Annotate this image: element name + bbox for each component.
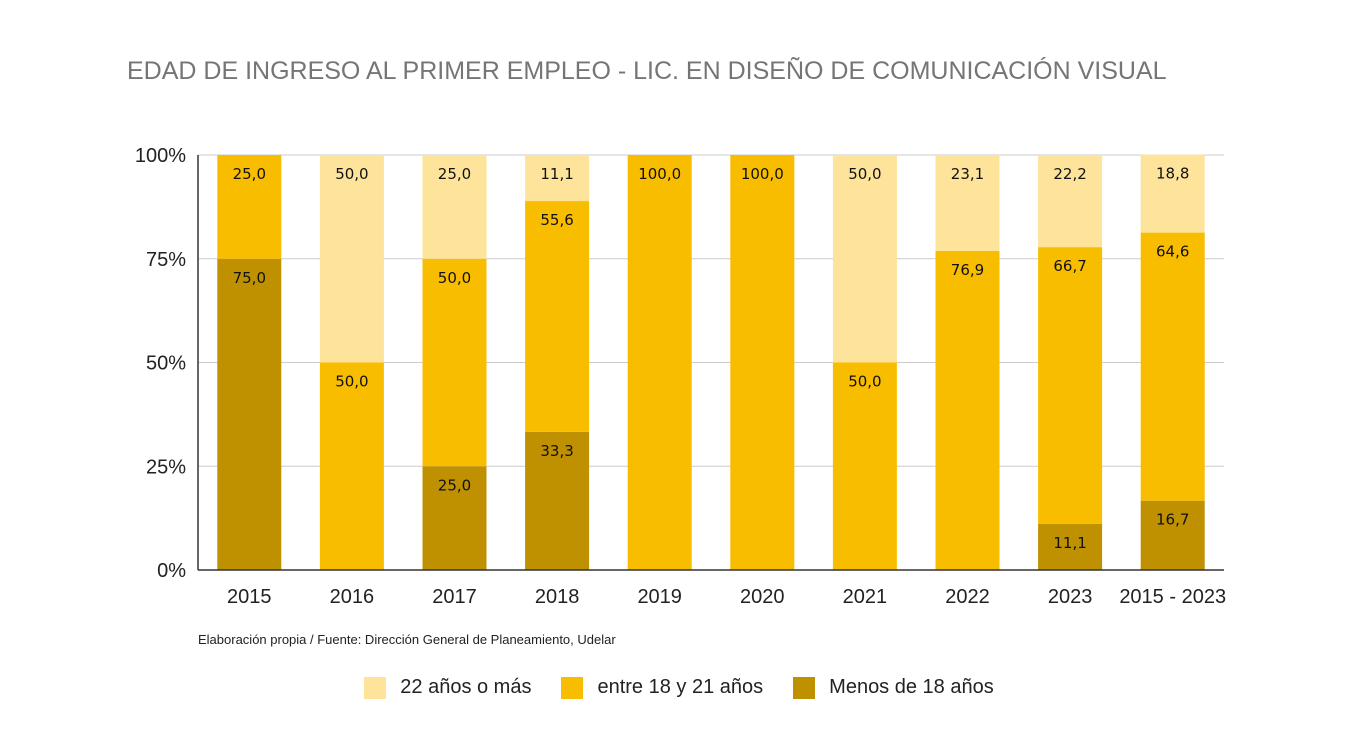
- stacked-bar-chart: 75,0 25,0 50,0 50,0 25,0 50,0 25,0 33,3 55,6 11,1…: [135, 145, 1226, 608]
- data-label: 64,6: [1156, 243, 1189, 261]
- data-label: 11,1: [540, 165, 573, 183]
- x-tick-label: 2018: [535, 586, 580, 608]
- bar-segment: [1038, 523, 1103, 570]
- x-tick-label: 2020: [740, 586, 785, 608]
- data-label: 23,1: [951, 165, 984, 183]
- data-label: 16,7: [1156, 511, 1189, 529]
- chart-title: EDAD DE INGRESO AL PRIMER EMPLEO - LIC. …: [127, 57, 1167, 85]
- x-tick-label: 2021: [843, 586, 888, 608]
- data-label: 100,0: [741, 165, 784, 183]
- bar-segment: [217, 155, 282, 259]
- legend: 22 años o más entre 18 y 21 años Menos de …: [0, 676, 1353, 699]
- bar-segment: [935, 155, 1000, 251]
- data-label: 50,0: [848, 373, 881, 391]
- data-label: 50,0: [848, 165, 881, 183]
- legend-item: Menos de 18 años: [793, 676, 994, 699]
- bar-segment: [217, 258, 282, 570]
- legend-item: entre 18 y 21 años: [561, 676, 763, 699]
- data-label: 50,0: [335, 373, 368, 391]
- legend-label: 22 años o más: [400, 676, 532, 698]
- bar-segment: [319, 155, 384, 363]
- bar-segment: [422, 155, 487, 259]
- data-label: 50,0: [335, 165, 368, 183]
- bar-segment: [627, 155, 692, 570]
- y-tick-label: 25%: [146, 456, 186, 478]
- y-tick-label: 0%: [157, 560, 186, 582]
- bar-segment: [422, 258, 487, 467]
- data-label: 25,0: [438, 165, 471, 183]
- bar-layer: [217, 154, 1205, 571]
- data-label: 11,1: [1053, 534, 1086, 552]
- bar-segment: [832, 155, 897, 363]
- bar-segment: [319, 362, 384, 570]
- x-tick-label: 2019: [637, 586, 682, 608]
- data-label-layer: 75,0 25,0 50,0 50,0 25,0 50,0 25,0 33,3 55,6 11,1…: [233, 165, 1190, 552]
- bar-segment: [525, 155, 590, 202]
- bar-segment: [1140, 232, 1205, 501]
- data-label: 55,6: [540, 211, 573, 229]
- legend-swatch: [793, 676, 816, 699]
- bar-segment: [525, 201, 590, 432]
- x-tick-label: 2023: [1048, 586, 1093, 608]
- data-label: 33,3: [540, 442, 573, 460]
- source-note: Elaboración propia / Fuente: Dirección G…: [198, 632, 616, 647]
- data-label: 75,0: [233, 269, 266, 287]
- bar-segment: [935, 250, 1000, 571]
- data-label: 100,0: [638, 165, 681, 183]
- bar-segment: [1140, 500, 1205, 570]
- data-label: 22,2: [1053, 165, 1086, 183]
- bar-segment: [422, 466, 487, 570]
- legend-item: 22 años o más: [364, 676, 531, 699]
- x-tick-label: 2022: [945, 586, 990, 608]
- y-tick-label: 50%: [146, 353, 186, 375]
- bar-segment: [1038, 155, 1103, 248]
- bar-segment: [832, 362, 897, 570]
- bar-segment: [525, 431, 590, 570]
- x-tick-label: 2015 - 2023: [1119, 586, 1226, 608]
- data-label: 76,9: [951, 261, 984, 279]
- x-tick-label: 2016: [330, 586, 375, 608]
- legend-swatch: [561, 676, 584, 699]
- legend-swatch: [364, 676, 387, 699]
- axis-layer: 0% 25% 50% 75% 100% 2015 2016 2017 2018 2019 2020 2…: [135, 145, 1226, 608]
- data-label: 50,0: [438, 269, 471, 287]
- data-label: 25,0: [233, 165, 266, 183]
- legend-label: entre 18 y 21 años: [597, 676, 764, 698]
- data-label: 66,7: [1053, 257, 1086, 275]
- bar-segment: [1038, 247, 1103, 524]
- y-tick-label: 75%: [146, 249, 186, 271]
- data-label: 25,0: [438, 476, 471, 494]
- bar-segment: [730, 155, 795, 570]
- legend-label: Menos de 18 años: [829, 676, 994, 698]
- x-tick-label: 2017: [432, 586, 477, 608]
- y-tick-label: 100%: [135, 145, 186, 167]
- x-tick-label: 2015: [227, 586, 272, 608]
- bar-segment: [1140, 154, 1205, 233]
- data-label: 18,8: [1156, 165, 1189, 183]
